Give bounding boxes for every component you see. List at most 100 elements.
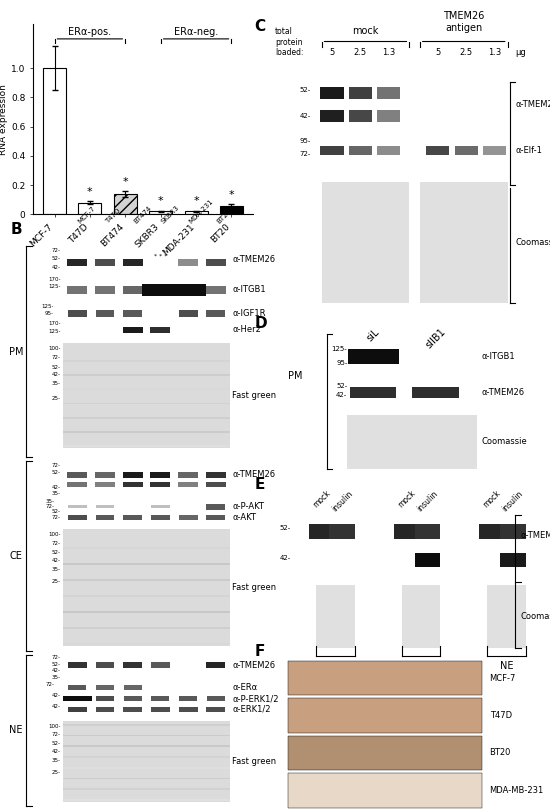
Bar — [123, 707, 142, 712]
Text: total
protein
loaded:: total protein loaded: — [275, 28, 304, 57]
Text: 52-: 52- — [52, 741, 60, 746]
Text: α-ITGB1: α-ITGB1 — [482, 352, 515, 361]
Bar — [63, 343, 230, 448]
Bar — [63, 532, 230, 533]
Text: Coomassie: Coomassie — [482, 438, 527, 447]
Text: 170-: 170- — [48, 321, 60, 327]
Bar — [63, 724, 230, 726]
Bar — [348, 415, 477, 468]
Bar — [123, 663, 142, 668]
Bar — [95, 286, 115, 294]
Bar — [123, 310, 142, 316]
Text: PM: PM — [9, 346, 23, 357]
Bar — [96, 707, 114, 712]
Text: 100-: 100- — [48, 532, 60, 537]
Text: C: C — [254, 19, 266, 33]
Text: * * *: * * * — [153, 254, 167, 259]
Bar — [63, 696, 92, 701]
Bar — [316, 585, 355, 648]
Bar — [412, 388, 459, 398]
Bar — [420, 182, 508, 303]
Text: ERα-neg.: ERα-neg. — [174, 28, 218, 37]
Bar — [96, 663, 114, 668]
Bar — [320, 87, 344, 99]
Text: NE: NE — [9, 726, 23, 735]
Bar — [63, 799, 230, 801]
Text: CE: CE — [9, 551, 23, 561]
Bar — [63, 360, 230, 362]
Text: Coomassie: Coomassie — [515, 238, 550, 247]
Bar — [500, 524, 526, 540]
Bar — [206, 286, 226, 294]
Bar — [349, 111, 372, 122]
Bar — [350, 388, 397, 398]
Text: α-P-ERK1/2: α-P-ERK1/2 — [232, 694, 279, 703]
Text: α-TMEM26: α-TMEM26 — [515, 100, 550, 109]
Text: B: B — [10, 222, 22, 238]
Text: 25-: 25- — [52, 396, 60, 401]
Text: BT474: BT474 — [133, 204, 153, 224]
Text: MDA-MB-231: MDA-MB-231 — [490, 786, 544, 794]
Text: 42-: 42- — [52, 693, 60, 698]
Bar — [394, 524, 420, 540]
Bar — [63, 735, 230, 736]
Bar — [170, 284, 206, 296]
Bar — [320, 111, 344, 122]
Text: 1.3: 1.3 — [488, 49, 502, 57]
Text: MCF-7: MCF-7 — [490, 674, 516, 683]
Text: 42-: 42- — [52, 704, 60, 709]
Bar — [95, 259, 115, 266]
Bar — [402, 585, 441, 648]
Text: 52-: 52- — [279, 525, 290, 531]
Text: 42-: 42- — [52, 749, 60, 754]
Bar — [149, 211, 172, 214]
Bar — [63, 595, 230, 597]
Bar — [63, 643, 230, 645]
Bar — [63, 374, 230, 376]
Text: 42-: 42- — [300, 113, 311, 119]
Y-axis label: relative TMEM26
RNA expression: relative TMEM26 RNA expression — [0, 82, 8, 157]
Bar — [63, 388, 230, 390]
Text: 42-: 42- — [52, 485, 60, 490]
Bar — [479, 524, 505, 540]
Bar — [483, 146, 507, 155]
Text: CE: CE — [415, 661, 427, 671]
Text: Fast green: Fast green — [232, 582, 277, 592]
Bar — [178, 482, 198, 487]
Bar — [63, 756, 230, 758]
Bar — [185, 211, 207, 214]
Bar — [67, 482, 87, 487]
Bar — [150, 472, 170, 477]
Text: 100-: 100- — [48, 346, 60, 351]
Text: 25-: 25- — [52, 579, 60, 584]
Text: Fast green: Fast green — [232, 391, 277, 400]
Bar — [63, 403, 230, 404]
Text: 42-: 42- — [279, 555, 290, 561]
Text: 95-: 95- — [300, 138, 311, 143]
Text: 52-: 52- — [52, 256, 60, 260]
Text: Coomassie: Coomassie — [521, 612, 550, 621]
Text: 125-: 125- — [48, 329, 60, 334]
Bar — [43, 68, 66, 214]
Bar — [123, 286, 142, 294]
Bar — [96, 506, 114, 508]
Text: insulin: insulin — [415, 489, 439, 513]
Text: 42-: 42- — [52, 558, 60, 563]
Bar — [68, 685, 86, 690]
Text: F: F — [254, 644, 265, 659]
Bar — [206, 310, 226, 316]
Text: 2.5: 2.5 — [354, 49, 367, 57]
Text: 1.3: 1.3 — [382, 49, 395, 57]
Bar — [63, 548, 230, 549]
Text: mock: mock — [482, 489, 503, 510]
Text: 72-: 72- — [52, 655, 60, 660]
Text: 72-: 72- — [52, 464, 60, 468]
Bar — [63, 579, 230, 581]
Text: NE: NE — [499, 661, 513, 671]
Bar — [63, 446, 230, 447]
Text: 95-: 95- — [45, 311, 54, 316]
Text: 170-: 170- — [48, 277, 60, 282]
Bar — [349, 146, 372, 155]
Text: α-Her2: α-Her2 — [232, 325, 261, 334]
Text: 52-: 52- — [300, 87, 311, 93]
